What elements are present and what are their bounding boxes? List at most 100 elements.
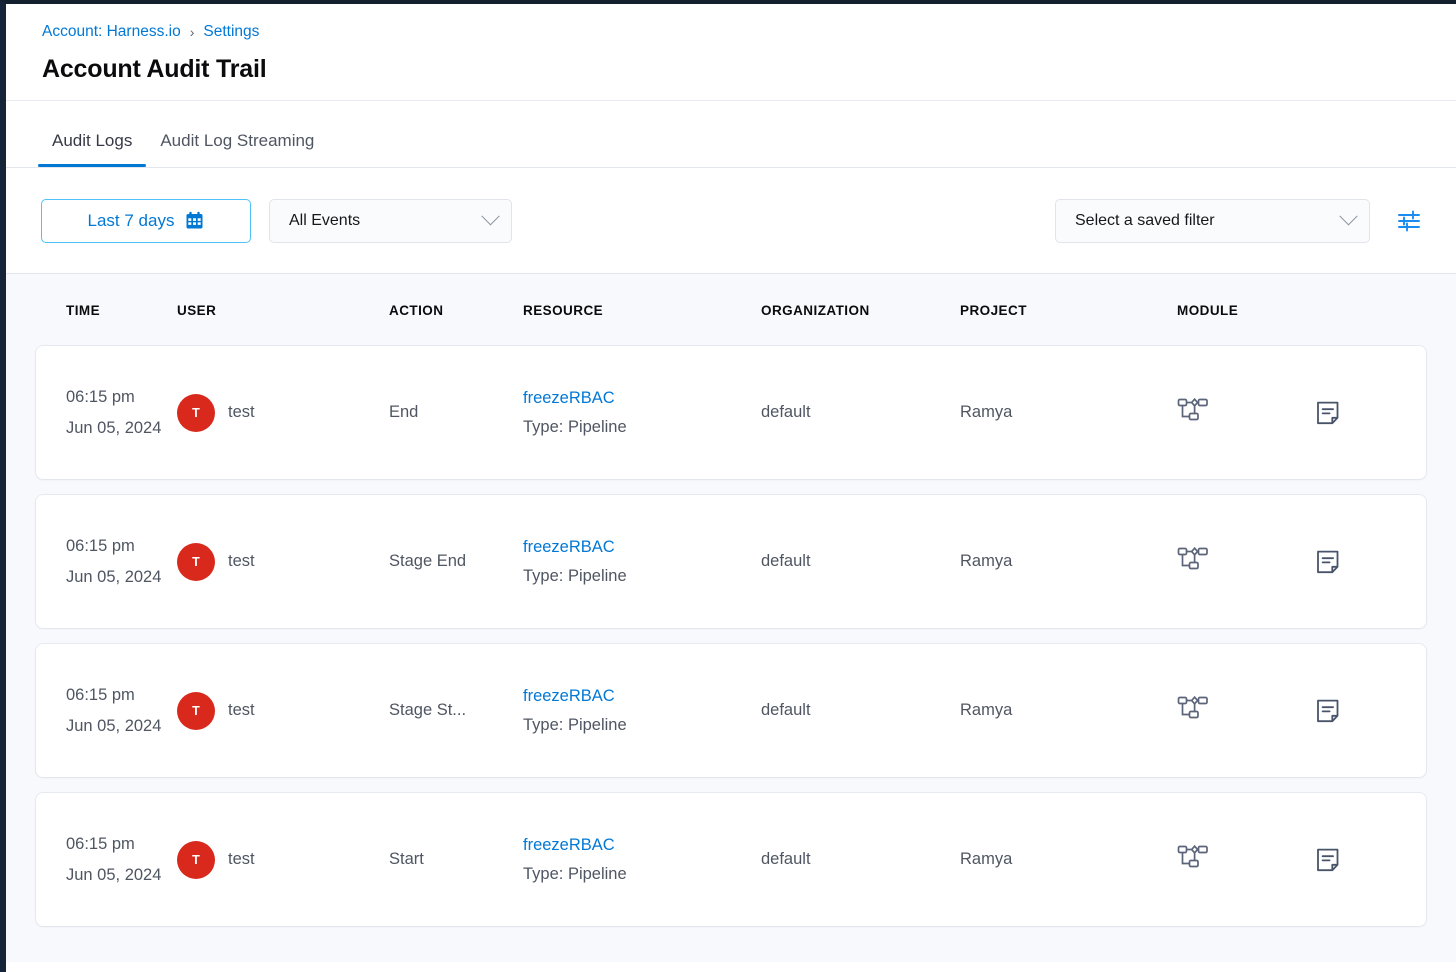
chevron-down-icon — [1339, 207, 1358, 226]
audit-detail-icon[interactable] — [1311, 694, 1345, 728]
cell-user: T test — [177, 393, 389, 432]
cell-user: T test — [177, 840, 389, 879]
row-user-name: test — [228, 850, 255, 868]
cell-detail — [1311, 396, 1411, 430]
events-filter-value: All Events — [289, 211, 361, 229]
row-resource-type: Type: Pipeline — [523, 566, 627, 585]
table-row[interactable]: 06:15 pm Jun 05, 2024 T test End freezeR… — [36, 346, 1426, 479]
audit-detail-icon[interactable] — [1311, 545, 1345, 579]
tab-audit-log-streaming[interactable]: Audit Log Streaming — [146, 130, 328, 167]
cell-action: Start — [389, 850, 523, 869]
row-project: Ramya — [960, 850, 1013, 868]
row-time: 06:15 pm — [66, 536, 135, 555]
row-resource-link[interactable]: freezeRBAC — [523, 835, 615, 854]
audit-logs-table: TIME USER ACTION RESOURCE ORGANIZATION P… — [6, 274, 1456, 962]
cell-resource: freezeRBAC Type: Pipeline — [523, 533, 761, 591]
cell-user: T test — [177, 542, 389, 581]
row-date: Jun 05, 2024 — [66, 418, 162, 437]
cell-module — [1177, 694, 1311, 727]
cell-organization: default — [761, 403, 960, 422]
column-header-action: ACTION — [389, 302, 444, 318]
saved-filter-select[interactable]: Select a saved filter — [1055, 198, 1370, 243]
row-time: 06:15 pm — [66, 834, 135, 853]
column-header-resource: RESOURCE — [523, 302, 604, 318]
page-header: Account: Harness.io › Settings Account A… — [6, 4, 1456, 100]
cell-action: Stage St... — [389, 701, 523, 720]
avatar: T — [177, 691, 215, 730]
row-resource-type: Type: Pipeline — [523, 715, 627, 734]
row-organization: default — [761, 701, 811, 719]
breadcrumb-separator-icon: › — [189, 24, 195, 40]
chevron-down-icon — [481, 207, 500, 226]
cell-time: 06:15 pm Jun 05, 2024 — [42, 829, 177, 891]
cell-detail — [1311, 545, 1411, 579]
audit-detail-icon[interactable] — [1311, 396, 1345, 430]
date-range-label: Last 7 days — [87, 210, 175, 230]
row-action: Stage End — [389, 552, 467, 570]
audit-detail-icon[interactable] — [1311, 843, 1345, 877]
row-time: 06:15 pm — [66, 387, 135, 406]
row-resource-link[interactable]: freezeRBAC — [523, 686, 615, 705]
row-action: End — [389, 403, 419, 421]
filter-bar: Last 7 days All Events — [6, 168, 1456, 274]
cell-resource: freezeRBAC Type: Pipeline — [523, 384, 761, 442]
column-header-organization: ORGANIZATION — [761, 302, 870, 318]
breadcrumb-account-link[interactable]: Account: Harness.io — [42, 23, 181, 40]
row-organization: default — [761, 403, 811, 421]
tab-bar: Audit Logs Audit Log Streaming — [6, 100, 1456, 168]
cell-user: T test — [177, 691, 389, 730]
table-header-row: TIME USER ACTION RESOURCE ORGANIZATION P… — [36, 274, 1426, 346]
row-date: Jun 05, 2024 — [66, 716, 162, 735]
date-range-button[interactable]: Last 7 days — [41, 198, 251, 243]
row-date: Jun 05, 2024 — [66, 567, 162, 586]
row-resource-link[interactable]: freezeRBAC — [523, 388, 615, 407]
cell-action: End — [389, 403, 523, 422]
tab-audit-log-streaming-label: Audit Log Streaming — [160, 131, 315, 150]
row-organization: default — [761, 552, 811, 570]
cell-module — [1177, 843, 1311, 876]
column-header-project: PROJECT — [960, 302, 1027, 318]
page-title: Account Audit Trail — [42, 55, 267, 83]
events-filter-select[interactable]: All Events — [269, 198, 512, 243]
cell-organization: default — [761, 552, 960, 571]
row-resource-link[interactable]: freezeRBAC — [523, 537, 615, 556]
filter-sliders-icon[interactable] — [1392, 204, 1426, 238]
cell-time: 06:15 pm Jun 05, 2024 — [42, 680, 177, 742]
row-resource-type: Type: Pipeline — [523, 864, 627, 883]
cell-organization: default — [761, 701, 960, 720]
row-time: 06:15 pm — [66, 685, 135, 704]
pipeline-module-icon — [1177, 545, 1209, 578]
cell-project: Ramya — [960, 403, 1177, 422]
column-header-time: TIME — [66, 302, 101, 318]
calendar-icon — [185, 211, 204, 230]
pipeline-module-icon — [1177, 396, 1209, 429]
table-row[interactable]: 06:15 pm Jun 05, 2024 T test Start freez… — [36, 793, 1426, 926]
column-header-user: USER — [177, 302, 217, 318]
breadcrumb: Account: Harness.io › Settings — [42, 22, 1456, 42]
row-project: Ramya — [960, 552, 1013, 570]
cell-detail — [1311, 843, 1411, 877]
cell-time: 06:15 pm Jun 05, 2024 — [42, 382, 177, 444]
avatar: T — [177, 542, 215, 581]
cell-resource: freezeRBAC Type: Pipeline — [523, 682, 761, 740]
tab-audit-logs[interactable]: Audit Logs — [38, 130, 147, 167]
cell-detail — [1311, 694, 1411, 728]
cell-module — [1177, 396, 1311, 429]
cell-project: Ramya — [960, 552, 1177, 571]
cell-resource: freezeRBAC Type: Pipeline — [523, 831, 761, 889]
breadcrumb-settings-link[interactable]: Settings — [203, 23, 260, 40]
table-row[interactable]: 06:15 pm Jun 05, 2024 T test Stage End f… — [36, 495, 1426, 628]
table-row[interactable]: 06:15 pm Jun 05, 2024 T test Stage St...… — [36, 644, 1426, 777]
row-action: Start — [389, 850, 424, 868]
cell-module — [1177, 545, 1311, 578]
row-project: Ramya — [960, 403, 1013, 421]
cell-time: 06:15 pm Jun 05, 2024 — [42, 531, 177, 593]
avatar: T — [177, 840, 215, 879]
row-user-name: test — [228, 701, 255, 719]
row-action: Stage St... — [389, 701, 467, 719]
row-user-name: test — [228, 552, 255, 570]
filter-bar-right-group: Select a saved filter — [1055, 198, 1426, 243]
pipeline-module-icon — [1177, 843, 1209, 876]
avatar: T — [177, 393, 215, 432]
